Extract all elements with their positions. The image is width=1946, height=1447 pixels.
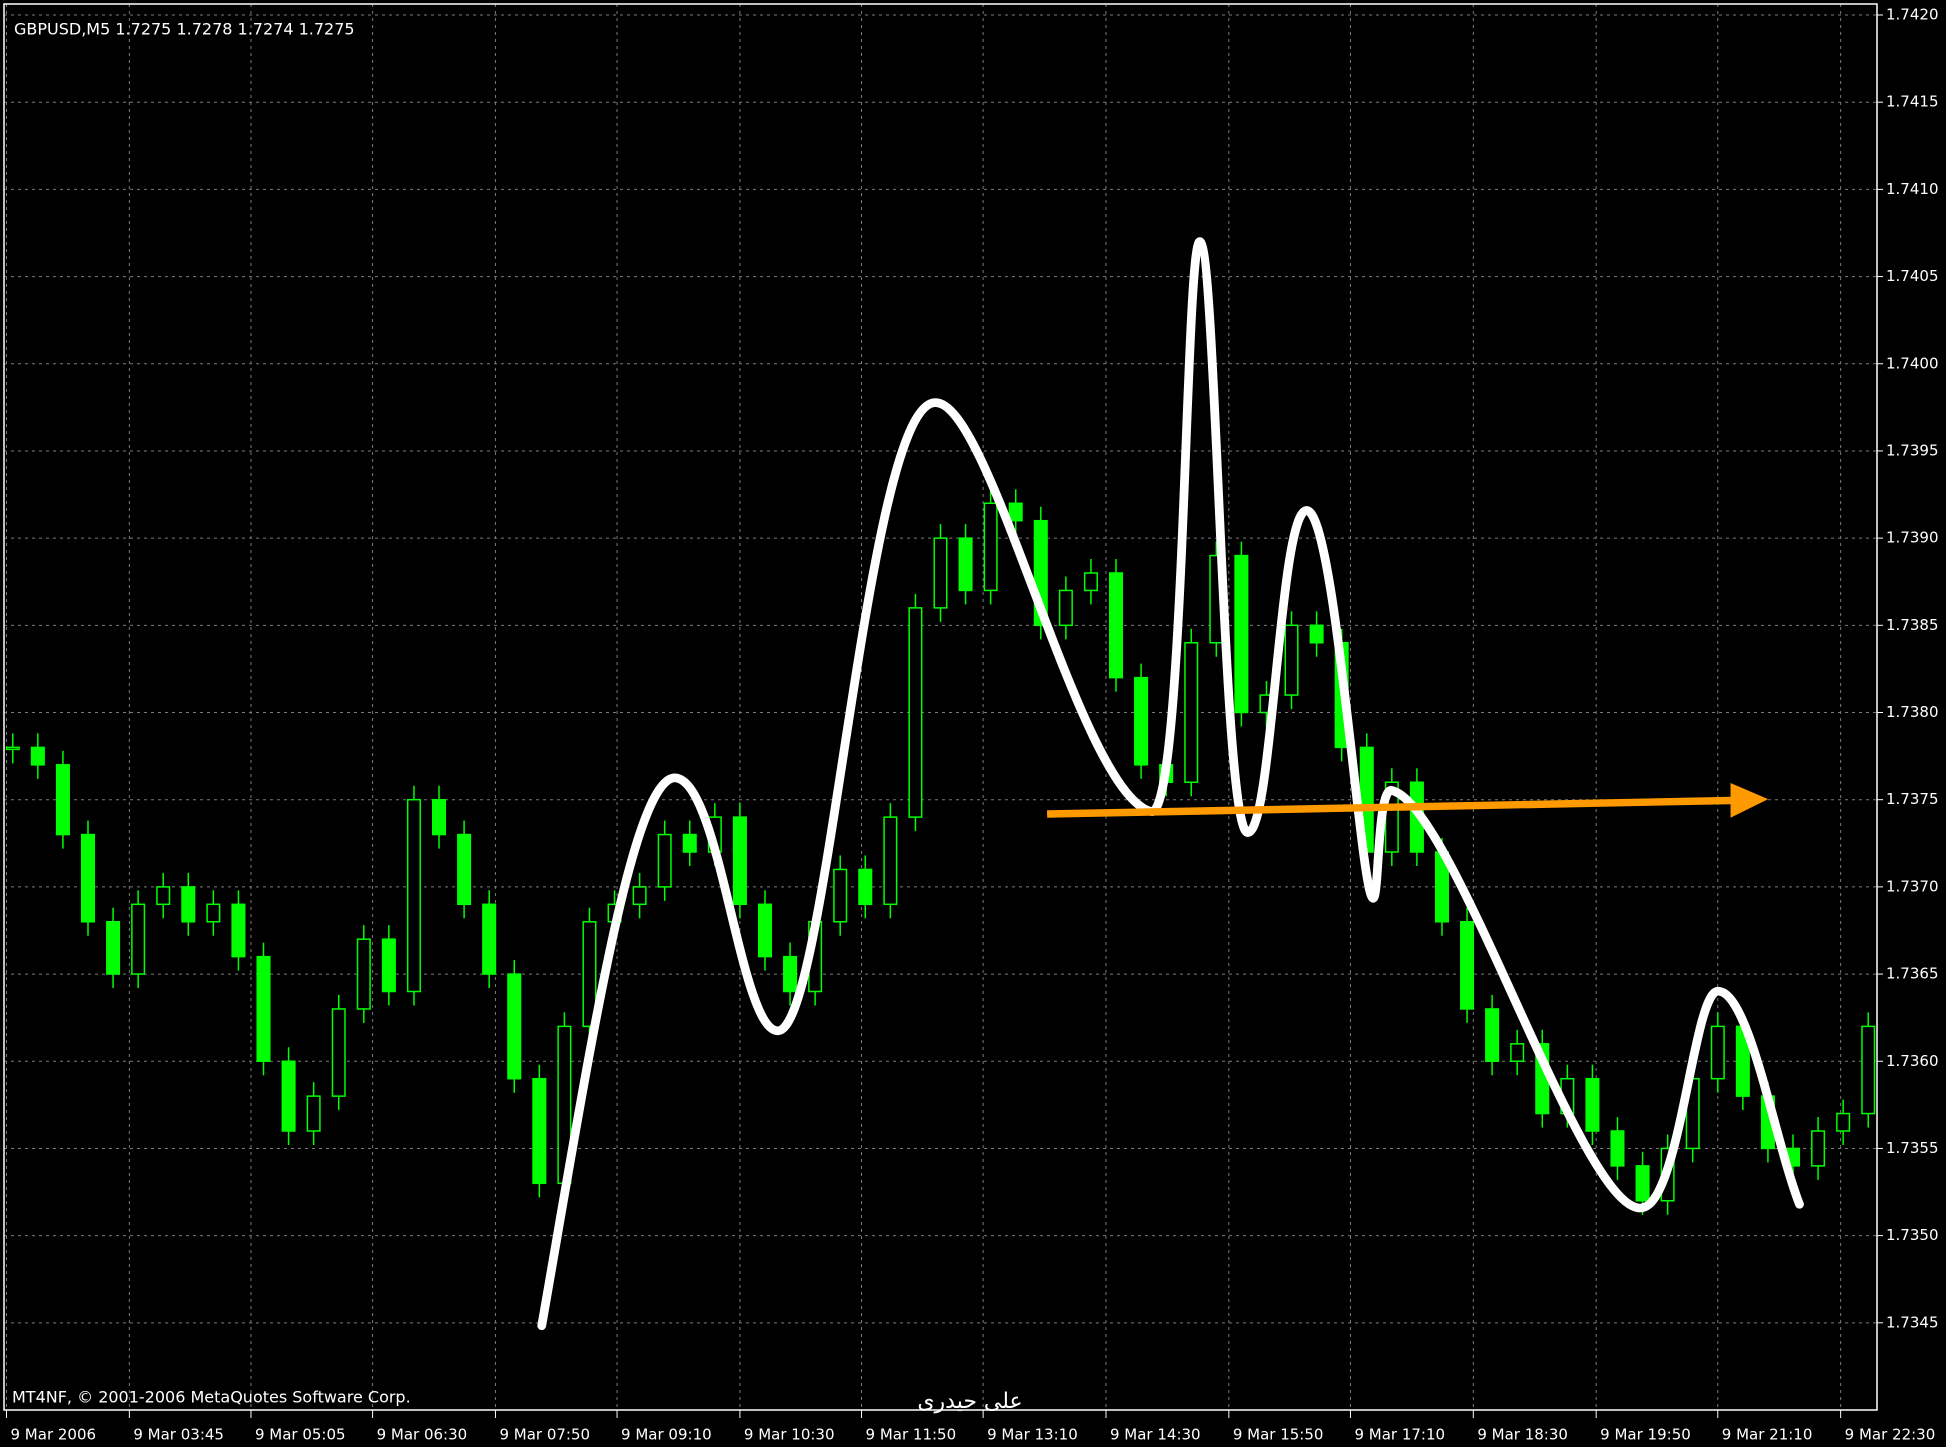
x-tick-label: 9 Mar 11:50 (866, 1426, 957, 1444)
bar (858, 868, 873, 906)
bar (1635, 1165, 1650, 1202)
y-tick-label: 1.7360 (1886, 1052, 1939, 1070)
bar (281, 1060, 296, 1132)
x-tick-label: 9 Mar 13:10 (987, 1426, 1078, 1444)
x-tick-label: 9 Mar 14:30 (1110, 1426, 1201, 1444)
bar (1836, 1112, 1851, 1132)
bar (532, 1077, 547, 1185)
bar (356, 938, 371, 1010)
x-tick-label: 9 Mar 07:50 (499, 1426, 590, 1444)
bar (1134, 676, 1149, 766)
bar (5, 746, 20, 751)
bar (1460, 921, 1475, 1010)
bar (331, 1008, 346, 1097)
grid (4, 4, 1877, 1410)
bar (432, 798, 447, 836)
bar (55, 764, 70, 836)
bar (406, 798, 421, 993)
y-tick-label: 1.7370 (1886, 877, 1939, 895)
x-tick-label: 9 Mar 10:30 (744, 1426, 835, 1444)
bar (482, 903, 497, 975)
y-tick-label: 1.7405 (1886, 267, 1939, 285)
bar (1510, 1043, 1525, 1062)
plot-frame (3, 3, 1878, 1411)
bar (181, 886, 196, 923)
bar (131, 903, 146, 975)
bar (1008, 502, 1023, 522)
price-bars (5, 489, 1876, 1215)
bar (80, 833, 96, 923)
bar (1058, 589, 1073, 627)
x-tick-label: 9 Mar 15:50 (1233, 1426, 1324, 1444)
bar (1284, 624, 1299, 696)
bar (908, 607, 923, 818)
annotations (537, 237, 1804, 1331)
bar (457, 833, 472, 906)
bar (306, 1095, 321, 1132)
bar (381, 938, 396, 993)
x-tick-label: 9 Mar 03:45 (133, 1426, 224, 1444)
y-tick-label: 1.7385 (1886, 616, 1939, 634)
bar (507, 973, 522, 1080)
y-tick-label: 1.7375 (1886, 790, 1939, 808)
bar (732, 816, 747, 906)
bar (1610, 1130, 1625, 1167)
y-tick-label: 1.7345 (1886, 1313, 1939, 1331)
y-tick-label: 1.7350 (1886, 1226, 1939, 1244)
bar (106, 921, 121, 975)
x-tick-label: 9 Mar 09:10 (621, 1426, 712, 1444)
bar (883, 816, 898, 906)
bar (632, 886, 647, 906)
bar (156, 886, 171, 906)
y-tick-label: 1.7400 (1886, 354, 1939, 372)
bar (933, 537, 948, 609)
bar (833, 868, 848, 923)
bar (1309, 624, 1324, 644)
bar (1184, 642, 1199, 783)
y-tick-label: 1.7415 (1886, 93, 1939, 111)
bar (231, 903, 246, 958)
bar (983, 502, 998, 592)
author: علی حیدری (917, 1389, 1022, 1414)
y-tick-label: 1.7420 (1886, 6, 1939, 24)
y-tick-label: 1.7395 (1886, 441, 1939, 459)
x-tick-label: 9 Mar 21:10 (1722, 1426, 1813, 1444)
x-tick-label: 9 Mar 06:30 (377, 1426, 468, 1444)
x-tick-label: 9 Mar 18:30 (1477, 1426, 1568, 1444)
x-tick-label: 9 Mar 05:05 (255, 1426, 346, 1444)
bar (657, 833, 672, 888)
bar (1485, 1008, 1500, 1062)
bar (582, 921, 597, 1028)
bar (783, 955, 798, 993)
trend-curve (537, 237, 1804, 1331)
bar (757, 903, 773, 958)
bar (206, 903, 221, 923)
bar (1585, 1077, 1600, 1132)
bar (1861, 1025, 1876, 1115)
bar (682, 833, 697, 853)
bar (958, 537, 973, 592)
y-tick-label: 1.7390 (1886, 529, 1939, 547)
y-tick-label: 1.7410 (1886, 180, 1939, 198)
copyright: MT4NF, © 2001-2006 MetaQuotes Software C… (12, 1388, 411, 1407)
bar (30, 746, 45, 766)
bar (1234, 554, 1249, 714)
x-tick-label: 9 Mar 2006 (11, 1426, 97, 1444)
x-tick-label: 9 Mar 17:10 (1354, 1426, 1445, 1444)
x-tick-label: 9 Mar 22:30 (1845, 1426, 1936, 1444)
x-tick-label: 9 Mar 19:50 (1600, 1426, 1691, 1444)
bar (1083, 572, 1098, 592)
bar (256, 955, 271, 1062)
arrow-line (1047, 796, 1737, 818)
y-tick-label: 1.7355 (1886, 1139, 1939, 1157)
y-tick-label: 1.7380 (1886, 703, 1939, 721)
bar (1811, 1130, 1826, 1167)
symbol-header: GBPUSD,M5 1.7275 1.7278 1.7274 1.7275 (14, 20, 355, 39)
arrow-head (1730, 783, 1769, 818)
y-tick-label: 1.7365 (1886, 965, 1939, 983)
bar (1710, 1025, 1725, 1080)
bar (1108, 572, 1124, 679)
